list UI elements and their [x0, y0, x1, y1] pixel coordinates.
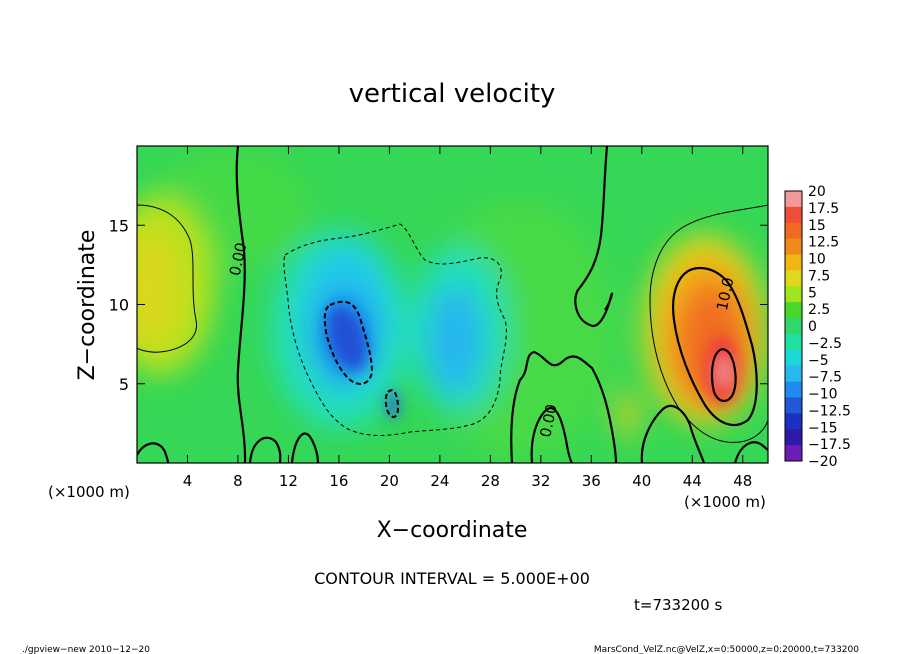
- contour-zero: [510, 350, 618, 463]
- colorbar-swatch: [785, 286, 802, 303]
- colorbar-swatch: [785, 206, 802, 224]
- colorbar-swatch: [785, 191, 802, 208]
- colorbar-swatch: [785, 381, 802, 398]
- contour-zero: [137, 442, 170, 463]
- contour-negative-10: [323, 300, 374, 385]
- colorbar-level-label: −10: [808, 387, 838, 403]
- y-axis-label: Z−coordinate: [75, 230, 100, 381]
- x-tick-label: 4: [183, 472, 193, 490]
- colorbar-level-label: 20: [808, 184, 826, 200]
- contour-interval-text: CONTOUR INTERVAL = 5.000E+00: [314, 569, 590, 588]
- contour-zero: [733, 441, 768, 463]
- colorbar-level-label: 15: [808, 218, 826, 234]
- y-tick-label: 15: [109, 216, 129, 235]
- colorbar-swatch: [785, 222, 802, 240]
- x-tick-label: 44: [683, 472, 702, 490]
- colorbar-swatch: [785, 238, 802, 256]
- y-tick-label: 5: [119, 375, 129, 394]
- contour-zero: [640, 404, 706, 463]
- colorbar-level-label: 12.5: [808, 235, 839, 251]
- plot-area: [137, 146, 768, 463]
- contour-positive-15: [710, 348, 737, 402]
- contour-lines: [137, 146, 768, 463]
- colorbar-level-label: 0: [808, 319, 817, 335]
- chart-title: vertical velocity: [349, 79, 556, 109]
- x-tick-label: 28: [481, 472, 500, 490]
- colorbar-swatch: [785, 254, 802, 271]
- x-tick-label: 36: [582, 472, 601, 490]
- x-tick-label: 20: [380, 472, 399, 490]
- colorbar-swatch: [785, 349, 802, 367]
- colorbar: 2017.51512.5107.552.50−2.5−5−7.5−10−12.5…: [784, 184, 851, 470]
- field-upwelling-left-core: [137, 230, 180, 350]
- x-axis: 4 8 12 16 20 24 28 32 36 40 44 48: [183, 146, 752, 490]
- colorbar-swatch: [785, 333, 802, 351]
- field-upwelling-right-peak: [716, 356, 732, 388]
- colorbar-level-label: −15: [808, 420, 838, 436]
- contour-positive-5: [649, 204, 768, 443]
- x-axis-unit: (×1000 m): [48, 483, 130, 501]
- colorbar-swatch: [785, 365, 802, 383]
- colorbar-level-label: −12.5: [808, 403, 851, 419]
- footer-left: ./gpview−new 2010−12−20: [22, 645, 150, 654]
- colorbar-level-label: −5: [808, 353, 829, 369]
- contour-zero: [248, 436, 282, 463]
- x-tick-label: 16: [329, 472, 348, 490]
- contour-negative-10: [384, 389, 400, 418]
- field-downwelling-mid-2: [427, 285, 483, 395]
- contour-zero: [574, 146, 614, 328]
- contour-positive-10: [672, 266, 758, 427]
- x-axis-label: X−coordinate: [377, 518, 528, 543]
- colorbar-level-label: −7.5: [808, 370, 842, 386]
- colorbar-swatch: [785, 397, 802, 414]
- colorbar-level-label: 10: [808, 252, 826, 268]
- x-tick-label: 8: [233, 472, 243, 490]
- colorbar-swatch: [785, 429, 802, 446]
- y-axis: 5 10 15: [109, 216, 768, 394]
- x-tick-label: 48: [733, 472, 752, 490]
- colorbar-level-label: −20: [808, 454, 838, 470]
- colorbar-swatch: [785, 413, 802, 430]
- colorbar-swatch: [785, 270, 802, 287]
- x-axis-unit-right: (×1000 m): [684, 493, 766, 511]
- x-tick-label: 24: [430, 472, 449, 490]
- x-tick-label: 32: [531, 472, 550, 490]
- field-upwelling-small: [618, 390, 638, 440]
- contour-zero: [290, 432, 320, 463]
- colorbar-level-label: 5: [808, 285, 817, 301]
- colorbar-level-label: −2.5: [808, 336, 842, 352]
- x-tick-label: 12: [279, 472, 298, 490]
- contour-zero: [530, 407, 573, 463]
- field-cores: [326, 305, 740, 419]
- x-tick-label: 40: [632, 472, 651, 490]
- y-tick-label: 10: [109, 296, 129, 315]
- time-text: t=733200 s: [634, 596, 722, 614]
- colorbar-level-label: 17.5: [808, 201, 839, 217]
- colorbar-level-label: 7.5: [808, 268, 830, 284]
- colorbar-swatch: [785, 302, 802, 319]
- contour-negative-5: [283, 223, 507, 436]
- colorbar-level-label: −17.5: [808, 437, 851, 453]
- colorbar-swatch: [785, 445, 802, 462]
- contour-zero: [235, 146, 247, 463]
- field-downwelling-core: [326, 305, 368, 371]
- colorbar-swatch: [785, 318, 802, 335]
- contour-positive-5: [137, 204, 197, 353]
- footer-right: MarsCond_VelZ.nc@VelZ,x=0:50000,z=0:2000…: [594, 645, 859, 654]
- field-downwelling-core-small: [387, 391, 399, 419]
- colorbar-level-label: 2.5: [808, 302, 830, 318]
- colorbar-frame: [784, 190, 803, 462]
